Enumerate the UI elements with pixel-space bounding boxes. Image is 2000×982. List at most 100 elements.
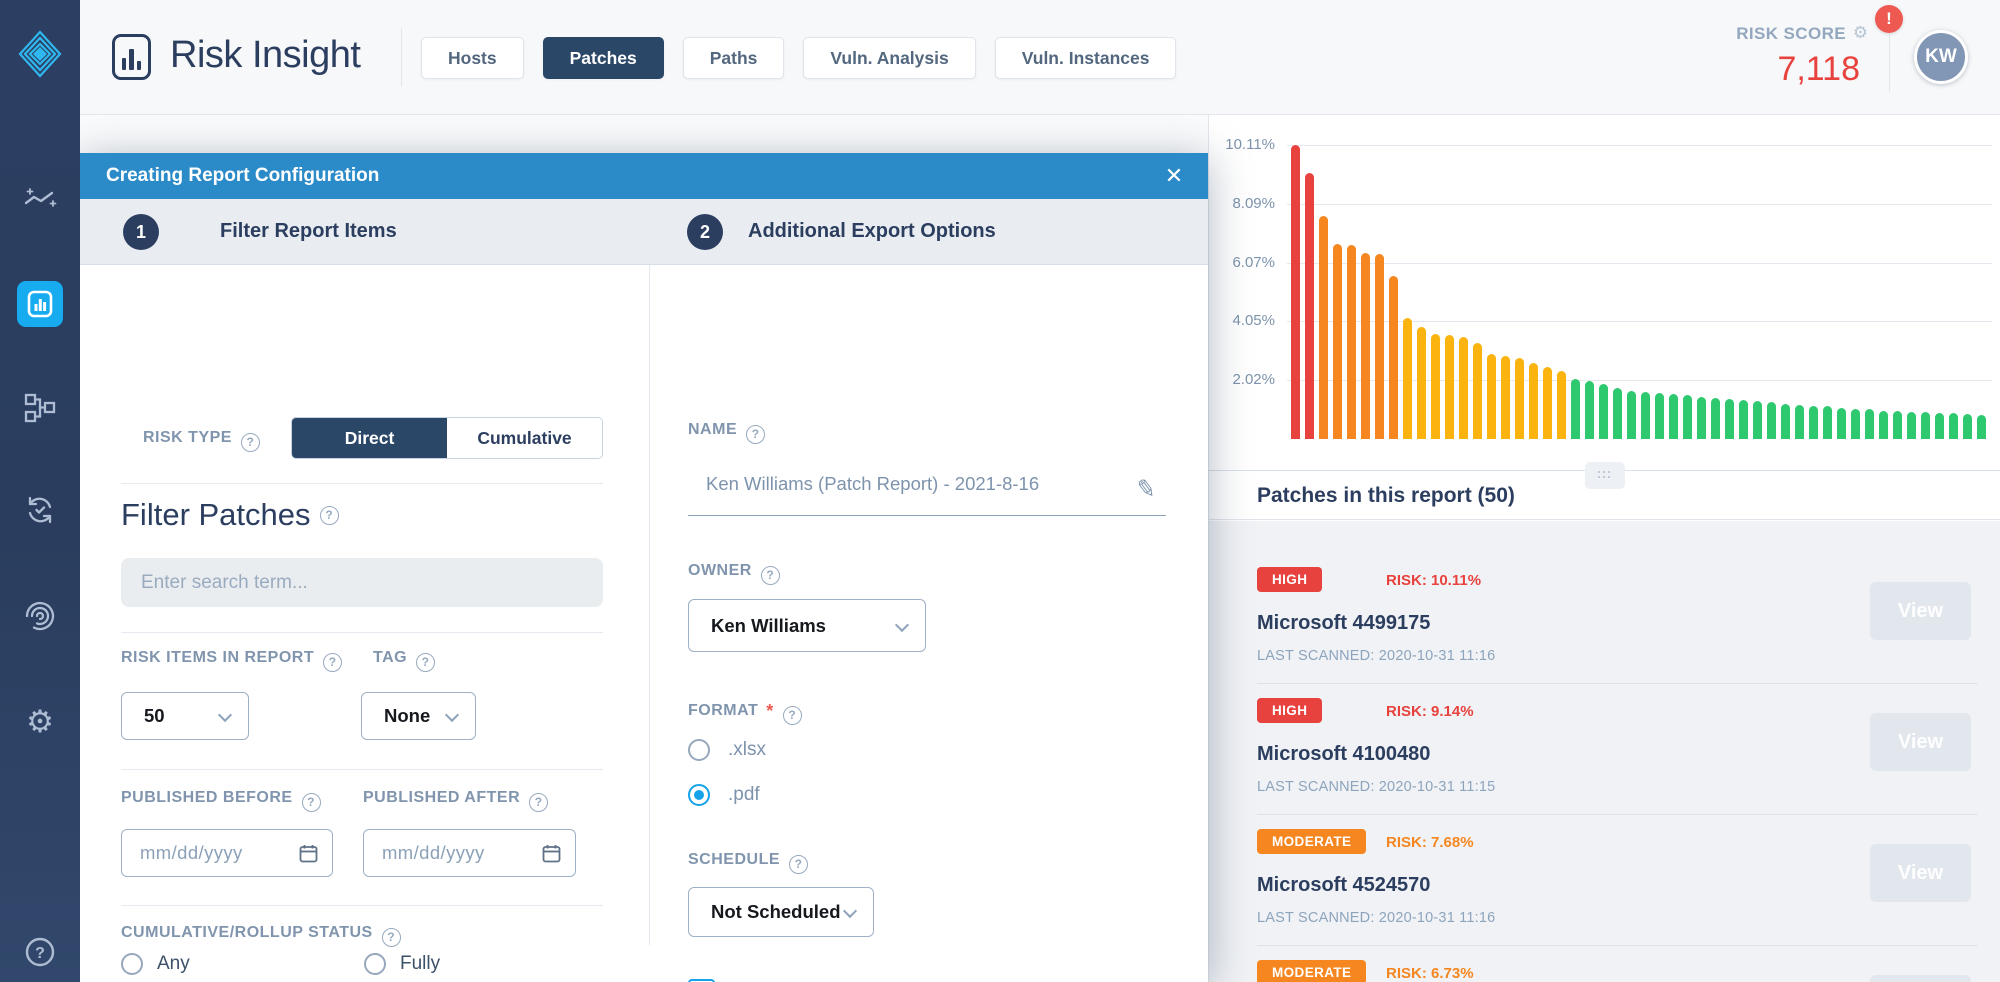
bar[interactable] bbox=[1459, 336, 1468, 439]
bar[interactable] bbox=[1291, 145, 1300, 439]
tab-vuln-analysis[interactable]: Vuln. Analysis bbox=[803, 37, 976, 79]
bar[interactable] bbox=[1739, 400, 1748, 439]
bar[interactable] bbox=[1669, 394, 1678, 439]
bar[interactable] bbox=[1725, 398, 1734, 439]
rollup-radio-fully[interactable]: Fully bbox=[364, 953, 581, 975]
help-icon[interactable]: ? bbox=[0, 922, 80, 982]
bar[interactable] bbox=[1949, 413, 1958, 439]
bar[interactable] bbox=[1977, 414, 1986, 439]
drag-handle[interactable] bbox=[1585, 462, 1625, 489]
radio-button[interactable] bbox=[121, 953, 143, 975]
bar[interactable] bbox=[1417, 326, 1426, 439]
radio-button[interactable] bbox=[364, 953, 386, 975]
bar[interactable] bbox=[1599, 384, 1608, 439]
dashboard-icon[interactable] bbox=[17, 281, 63, 327]
bar[interactable] bbox=[1935, 412, 1944, 439]
bar[interactable] bbox=[1851, 408, 1860, 439]
tab-vuln-instances[interactable]: Vuln. Instances bbox=[994, 37, 1177, 79]
bar[interactable] bbox=[1697, 396, 1706, 439]
format-radio-xlsx[interactable]: .xlsx bbox=[688, 739, 766, 761]
radio-button[interactable] bbox=[688, 739, 710, 761]
bar[interactable] bbox=[1571, 379, 1580, 439]
bar[interactable] bbox=[1361, 252, 1370, 439]
view-button[interactable]: View bbox=[1870, 713, 1971, 771]
close-icon[interactable]: ✕ bbox=[1164, 163, 1184, 188]
risk-score-gear-icon[interactable]: ⚙ bbox=[1852, 23, 1868, 42]
help-icon[interactable] bbox=[529, 792, 549, 812]
bar[interactable] bbox=[1683, 395, 1692, 439]
risk-type-option-direct[interactable]: Direct bbox=[292, 418, 447, 458]
bar[interactable] bbox=[1767, 402, 1776, 439]
risk-type-option-cumulative[interactable]: Cumulative bbox=[447, 418, 602, 458]
format-radio-pdf[interactable]: .pdf bbox=[688, 784, 760, 806]
bar[interactable] bbox=[1795, 404, 1804, 439]
topology-icon[interactable] bbox=[0, 378, 80, 438]
bar[interactable] bbox=[1473, 342, 1482, 439]
help-icon[interactable] bbox=[782, 705, 802, 725]
view-button[interactable]: View bbox=[1870, 582, 1971, 640]
report-name-field[interactable]: Ken Williams (Patch Report) - 2021-8-16 bbox=[706, 473, 1040, 494]
search-input[interactable] bbox=[121, 558, 603, 607]
bar[interactable] bbox=[1529, 362, 1538, 439]
risk-items-select[interactable]: 50 bbox=[121, 692, 249, 740]
help-icon[interactable] bbox=[240, 432, 260, 452]
bar[interactable] bbox=[1963, 414, 1972, 439]
bar[interactable] bbox=[1627, 390, 1636, 439]
bar[interactable] bbox=[1921, 412, 1930, 439]
bar[interactable] bbox=[1907, 411, 1916, 439]
bar[interactable] bbox=[1865, 409, 1874, 439]
help-icon[interactable] bbox=[760, 565, 780, 585]
bar[interactable] bbox=[1781, 403, 1790, 439]
trend-analysis-icon[interactable] bbox=[0, 168, 80, 228]
bar[interactable] bbox=[1557, 371, 1566, 439]
alert-badge[interactable]: ! bbox=[1875, 5, 1903, 33]
owner-select[interactable]: Ken Williams bbox=[688, 599, 926, 652]
help-icon[interactable] bbox=[301, 792, 321, 812]
published-before-input[interactable]: mm/dd/yyyy bbox=[121, 829, 333, 877]
help-icon[interactable] bbox=[746, 424, 766, 444]
bar[interactable] bbox=[1431, 333, 1440, 439]
edit-icon[interactable]: ✎ bbox=[1134, 474, 1158, 505]
settings-icon[interactable]: ⚙ bbox=[26, 703, 54, 739]
avatar[interactable]: KW bbox=[1914, 30, 1968, 84]
radio-button[interactable] bbox=[688, 784, 710, 806]
bar[interactable] bbox=[1837, 407, 1846, 439]
brand-logo[interactable] bbox=[0, 0, 80, 115]
tab-hosts[interactable]: Hosts bbox=[421, 37, 524, 79]
bar[interactable] bbox=[1655, 393, 1664, 439]
bar[interactable] bbox=[1389, 275, 1398, 439]
bar[interactable] bbox=[1809, 405, 1818, 439]
radar-icon[interactable] bbox=[0, 586, 80, 646]
bar[interactable] bbox=[1641, 391, 1650, 439]
help-icon[interactable] bbox=[323, 652, 343, 672]
bar[interactable] bbox=[1487, 354, 1496, 439]
bar[interactable] bbox=[1543, 366, 1552, 439]
tab-paths[interactable]: Paths bbox=[682, 37, 785, 79]
help-icon[interactable] bbox=[416, 652, 436, 672]
bar[interactable] bbox=[1347, 244, 1356, 439]
view-button[interactable]: View bbox=[1870, 844, 1971, 902]
help-icon[interactable] bbox=[381, 927, 401, 947]
does-not-expire-checkbox[interactable]: ✓ bbox=[688, 979, 715, 982]
bar[interactable] bbox=[1319, 215, 1328, 439]
sync-icon[interactable] bbox=[0, 480, 80, 540]
bar[interactable] bbox=[1501, 355, 1510, 439]
bar[interactable] bbox=[1515, 357, 1524, 439]
help-icon[interactable] bbox=[319, 505, 339, 525]
published-after-input[interactable]: mm/dd/yyyy bbox=[363, 829, 576, 877]
bar[interactable] bbox=[1711, 397, 1720, 439]
help-icon[interactable] bbox=[789, 854, 809, 874]
bar[interactable] bbox=[1333, 243, 1342, 439]
bar[interactable] bbox=[1375, 253, 1384, 439]
view-button[interactable]: View bbox=[1870, 975, 1971, 982]
bar[interactable] bbox=[1893, 411, 1902, 439]
bar[interactable] bbox=[1823, 406, 1832, 439]
schedule-select[interactable]: Not Scheduled bbox=[688, 887, 874, 937]
bar[interactable] bbox=[1585, 381, 1594, 439]
bar[interactable] bbox=[1753, 401, 1762, 439]
bar[interactable] bbox=[1445, 335, 1454, 439]
tag-select[interactable]: None bbox=[361, 692, 476, 740]
rollup-radio-any[interactable]: Any bbox=[121, 953, 364, 975]
bar[interactable] bbox=[1305, 173, 1314, 439]
bar[interactable] bbox=[1613, 388, 1622, 439]
